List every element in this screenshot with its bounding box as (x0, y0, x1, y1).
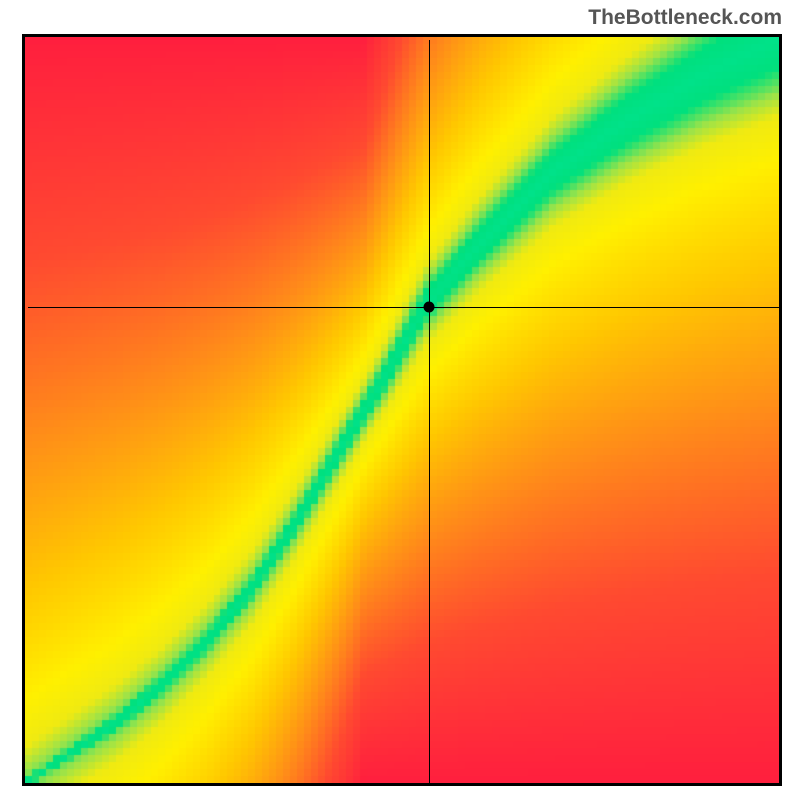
crosshair-marker (424, 302, 435, 313)
crosshair-vertical (429, 40, 430, 786)
crosshair-horizontal (28, 307, 782, 308)
chart-container: TheBottleneck.com (0, 0, 800, 800)
watermark-text: TheBottleneck.com (588, 6, 782, 30)
plot-frame (22, 34, 782, 786)
heatmap-canvas (25, 37, 779, 783)
